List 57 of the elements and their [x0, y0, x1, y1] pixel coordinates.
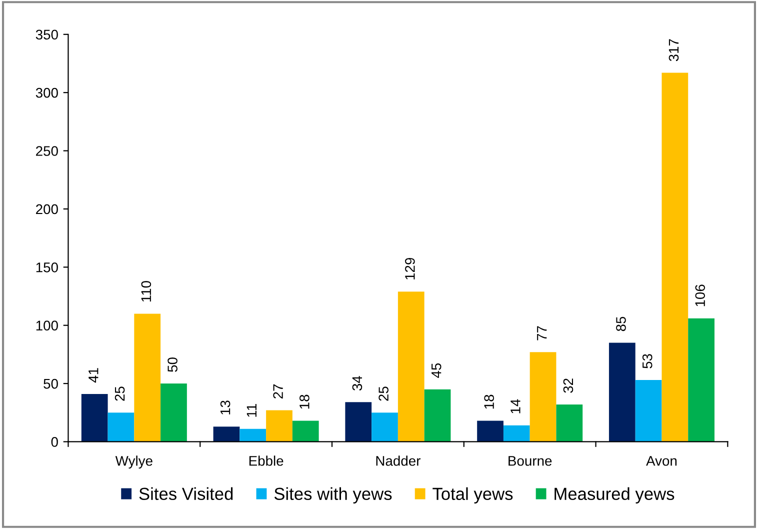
y-tick-label: 150	[36, 262, 58, 272]
bar	[345, 402, 372, 442]
data-label: 14	[510, 399, 520, 414]
data-label: 77	[537, 326, 547, 340]
data-label: 34	[352, 376, 362, 391]
legend-label: Sites with yews	[274, 487, 392, 504]
y-tick-label: 300	[36, 88, 58, 98]
y-tick-label: 50	[44, 378, 58, 389]
data-label: 25	[378, 386, 388, 401]
data-label: 85	[616, 316, 626, 332]
bar	[240, 428, 266, 442]
bar	[372, 412, 398, 442]
y-tick-label: 0	[51, 437, 58, 447]
data-label: 106	[695, 284, 706, 306]
data-label: 50	[168, 358, 178, 372]
bar	[608, 342, 636, 442]
x-tick-label: Avon	[646, 456, 677, 466]
bar	[266, 410, 292, 442]
data-label: 13	[220, 400, 230, 414]
data-label: 27	[273, 384, 283, 398]
bar	[134, 314, 161, 442]
x-tick-label: Bourne	[508, 456, 552, 466]
data-label: 317	[668, 39, 679, 62]
bar	[160, 384, 187, 442]
bar	[556, 404, 583, 442]
bar	[81, 394, 108, 442]
bar	[292, 420, 319, 442]
data-label: 53	[642, 354, 652, 368]
data-label: 11	[246, 404, 256, 417]
bar	[108, 412, 134, 442]
bar	[503, 425, 530, 442]
legend-label: Measured yews	[554, 487, 674, 504]
x-tick-label: Nadder	[376, 456, 420, 466]
bar	[662, 72, 688, 442]
data-label: 25	[114, 386, 125, 401]
bar	[213, 426, 240, 442]
bar	[477, 420, 504, 442]
data-label: 41	[88, 368, 98, 383]
legend-label: Sites Visited	[139, 487, 233, 500]
x-tick-label: Wylye	[115, 456, 152, 469]
bar	[398, 292, 424, 442]
y-tick-label: 250	[36, 146, 58, 156]
bar	[635, 380, 662, 442]
y-tick-label: 200	[36, 204, 58, 214]
data-label: 18	[300, 394, 310, 409]
bar	[530, 352, 556, 442]
data-label: 45	[432, 363, 442, 378]
data-label: 18	[484, 394, 494, 409]
data-label: 110	[141, 280, 152, 302]
data-label: 32	[563, 378, 574, 393]
data-label: 129	[405, 258, 415, 280]
bar	[688, 318, 714, 442]
x-tick-label: Ebble	[249, 456, 284, 466]
legend-label: Total yews	[432, 487, 513, 504]
bar	[424, 389, 451, 442]
y-tick-label: 350	[36, 30, 58, 40]
y-tick-label: 100	[36, 320, 58, 331]
